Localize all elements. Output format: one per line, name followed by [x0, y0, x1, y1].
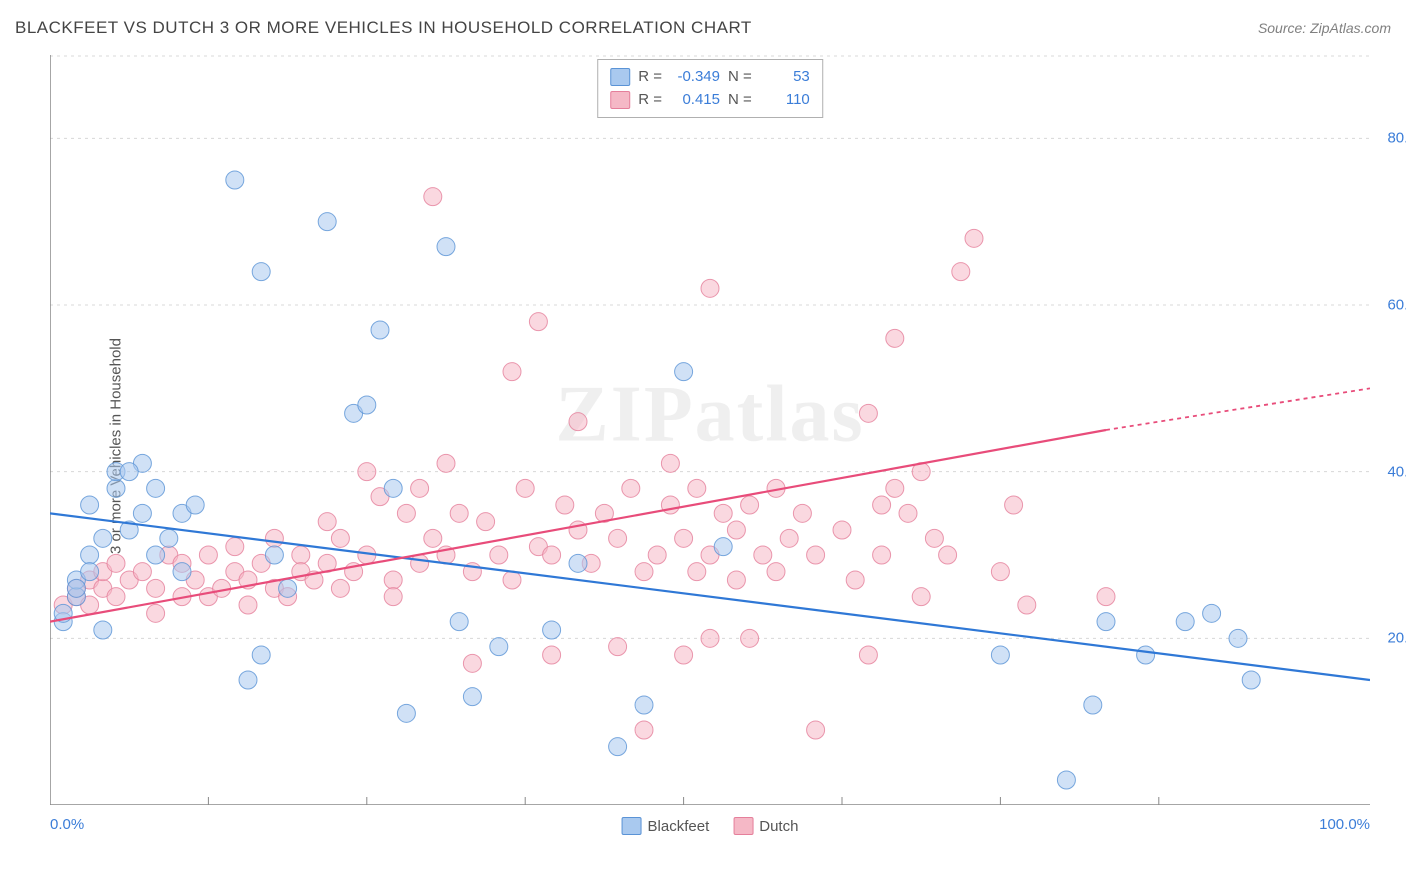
x-tick-label: 100.0%	[1319, 816, 1370, 833]
scatter-plot-svg	[50, 55, 1370, 805]
y-tick-label: 40.0%	[1387, 463, 1406, 480]
stat-row: R = 0.415 N = 110	[610, 89, 810, 112]
r-value: 0.415	[670, 89, 720, 112]
legend-item: Blackfeet	[622, 817, 710, 835]
r-label: R =	[638, 89, 662, 112]
y-tick-label: 60.0%	[1387, 297, 1406, 314]
n-value: 110	[760, 89, 810, 112]
r-label: R =	[638, 66, 662, 89]
chart-source: Source: ZipAtlas.com	[1258, 20, 1391, 36]
x-tick-label: 0.0%	[50, 816, 84, 833]
legend-label: Blackfeet	[648, 818, 710, 835]
chart-area: ZIPatlas R = -0.349 N = 53 R = 0.415 N =…	[50, 55, 1370, 805]
chart-title: BLACKFEET VS DUTCH 3 OR MORE VEHICLES IN…	[15, 18, 752, 38]
y-tick-label: 20.0%	[1387, 630, 1406, 647]
legend-label: Dutch	[759, 818, 798, 835]
r-value: -0.349	[670, 66, 720, 89]
swatch-icon	[610, 68, 630, 86]
stat-row: R = -0.349 N = 53	[610, 66, 810, 89]
y-tick-label: 80.0%	[1387, 130, 1406, 147]
legend-item: Dutch	[733, 817, 798, 835]
n-label: N =	[728, 89, 752, 112]
legend-bottom: Blackfeet Dutch	[622, 817, 799, 835]
chart-header: BLACKFEET VS DUTCH 3 OR MORE VEHICLES IN…	[15, 18, 1391, 38]
correlation-stats-box: R = -0.349 N = 53 R = 0.415 N = 110	[597, 59, 823, 118]
n-value: 53	[760, 66, 810, 89]
n-label: N =	[728, 66, 752, 89]
swatch-icon	[610, 91, 630, 109]
swatch-icon	[622, 817, 642, 835]
swatch-icon	[733, 817, 753, 835]
